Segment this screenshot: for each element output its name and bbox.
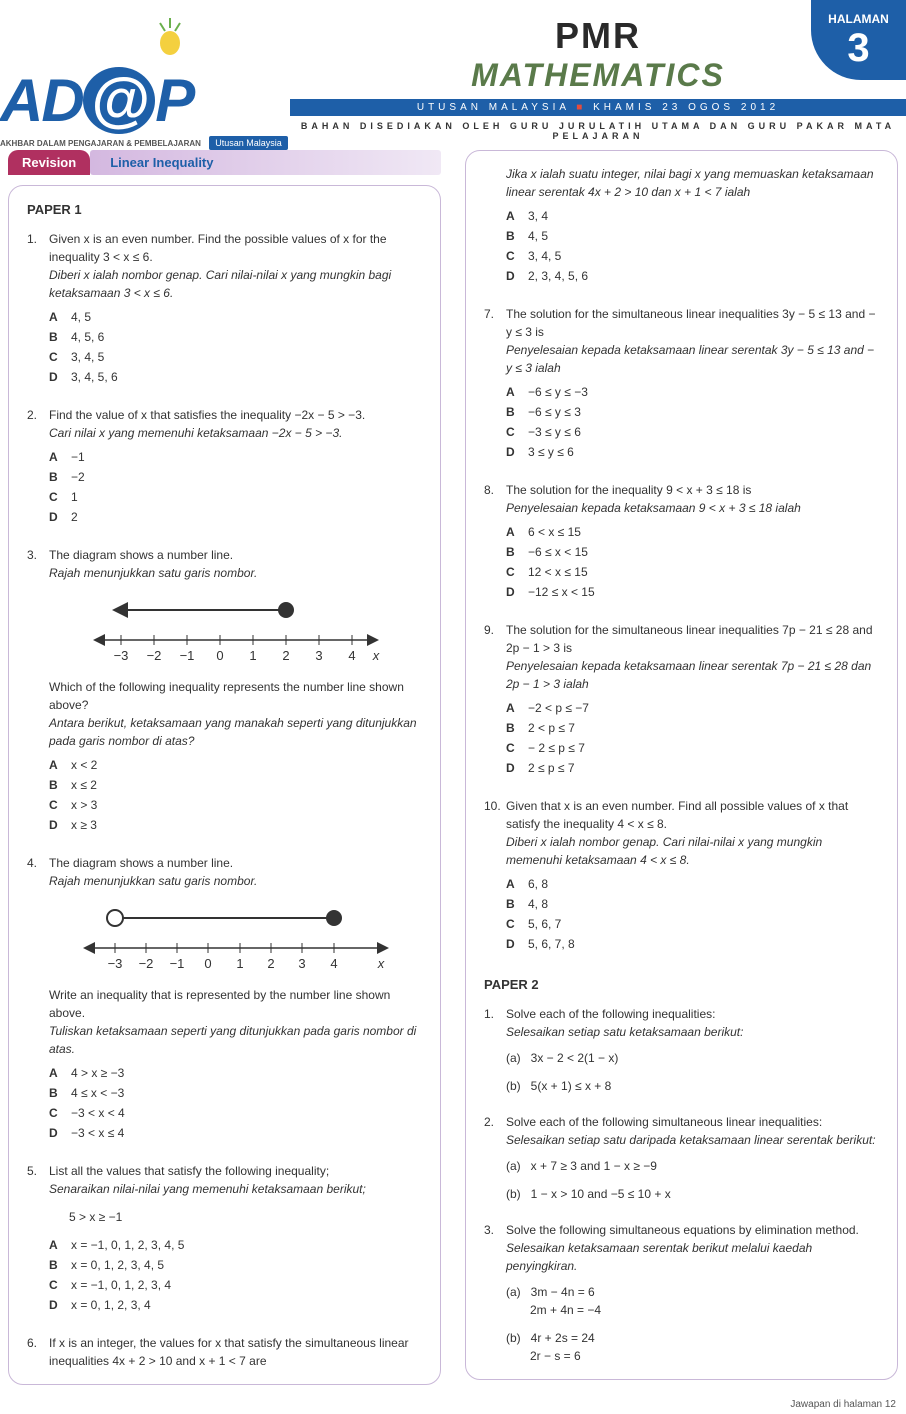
svg-text:4: 4 xyxy=(330,956,337,971)
question-10: 10. Given that x is an even number. Find… xyxy=(484,797,879,955)
question-2: 2. Find the value of x that satisfies th… xyxy=(27,406,422,528)
svg-text:2: 2 xyxy=(282,648,289,663)
title-block: PMR MATHEMATICS UTUSAN MALAYSIA ■ KHAMIS… xyxy=(290,15,906,146)
svg-text:−1: −1 xyxy=(169,956,184,971)
bulb-icon xyxy=(140,13,200,58)
svg-text:2: 2 xyxy=(267,956,274,971)
tagline: AKHBAR DALAM PENGAJARAN & PEMBELAJARAN xyxy=(0,139,201,148)
p2-question-1: 1. Solve each of the following inequalit… xyxy=(484,1005,879,1095)
numberline-1: −3 −2 −1 0 1 2 3 4 x xyxy=(76,590,396,670)
left-panel: PAPER 1 1. Given x is an even number. Fi… xyxy=(8,185,441,1385)
svg-text:3: 3 xyxy=(298,956,305,971)
svg-text:0: 0 xyxy=(216,648,223,663)
svg-text:3: 3 xyxy=(315,648,322,663)
title-math: MATHEMATICS xyxy=(290,57,906,94)
svg-text:−2: −2 xyxy=(138,956,153,971)
content-columns: Revision Linear Inequality PAPER 1 1. Gi… xyxy=(0,140,906,1395)
utusan-badge: Utusan Malaysia xyxy=(209,136,288,150)
page-header: AD@P AKHBAR DALAM PENGAJARAN & PEMBELAJA… xyxy=(0,0,906,140)
footer-note: Jawapan di halaman 12 xyxy=(0,1395,906,1414)
question-4: 4. The diagram shows a number line. Raja… xyxy=(27,854,422,1144)
paper2-heading: PAPER 2 xyxy=(484,975,879,995)
question-8: 8. The solution for the inequality 9 < x… xyxy=(484,481,879,603)
right-panel: Jika x ialah suatu integer, nilai bagi x… xyxy=(465,150,898,1380)
svg-text:0: 0 xyxy=(204,956,211,971)
credit-line: BAHAN DISEDIAKAN OLEH GURU JURULATIH UTA… xyxy=(290,116,906,146)
separator-dot: ■ xyxy=(576,102,593,113)
question-1: 1. Given x is an even number. Find the p… xyxy=(27,230,422,388)
svg-text:−3: −3 xyxy=(113,648,128,663)
paper1-heading: PAPER 1 xyxy=(27,200,422,220)
revision-tab: Revision xyxy=(8,150,90,175)
question-6-start: 6. If x is an integer, the values for x … xyxy=(27,1334,422,1370)
svg-text:−2: −2 xyxy=(146,648,161,663)
svg-text:1: 1 xyxy=(249,648,256,663)
question-6-cont: Jika x ialah suatu integer, nilai bagi x… xyxy=(484,165,879,287)
revision-header: Revision Linear Inequality xyxy=(8,150,441,175)
right-column: Jika x ialah suatu integer, nilai bagi x… xyxy=(465,150,898,1385)
title-pmr: PMR xyxy=(290,15,906,57)
question-5: 5. List all the values that satisfy the … xyxy=(27,1162,422,1316)
date-bar: UTUSAN MALAYSIA ■ KHAMIS 23 OGOS 2012 xyxy=(290,99,906,116)
svg-text:x: x xyxy=(371,648,379,663)
p2-question-2: 2. Solve each of the following simultane… xyxy=(484,1113,879,1203)
question-3: 3. The diagram shows a number line. Raja… xyxy=(27,546,422,836)
p2-question-3: 3. Solve the following simultaneous equa… xyxy=(484,1221,879,1365)
left-column: Revision Linear Inequality PAPER 1 1. Gi… xyxy=(8,150,441,1385)
svg-text:1: 1 xyxy=(236,956,243,971)
numberline-2: −3 −2 −1 0 1 2 3 4 x xyxy=(66,898,406,978)
svg-text:4: 4 xyxy=(348,648,355,663)
svg-text:−1: −1 xyxy=(179,648,194,663)
question-7: 7. The solution for the simultaneous lin… xyxy=(484,305,879,463)
svg-text:x: x xyxy=(376,956,384,971)
logo-text: AD@P xyxy=(0,66,288,135)
revision-title: Linear Inequality xyxy=(90,150,441,175)
logo-block: AD@P AKHBAR DALAM PENGAJARAN & PEMBELAJA… xyxy=(0,5,288,150)
question-9: 9. The solution for the simultaneous lin… xyxy=(484,621,879,779)
svg-text:−3: −3 xyxy=(107,956,122,971)
